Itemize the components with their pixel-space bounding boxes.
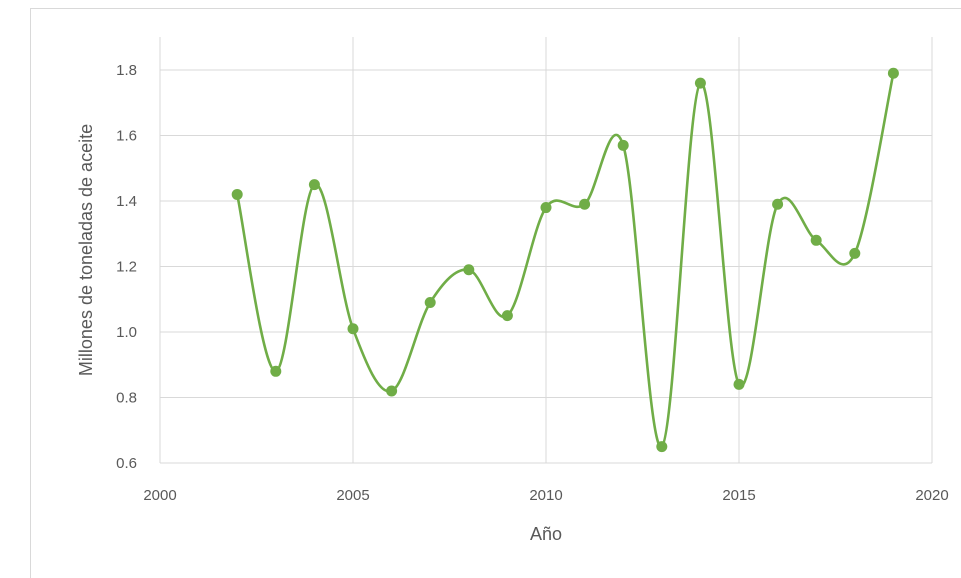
x-tick-label-2020: 2020 xyxy=(915,487,948,504)
chart-frame xyxy=(30,8,961,578)
data-point-2018 xyxy=(849,247,861,259)
data-point-2005 xyxy=(347,323,359,335)
y-tick-label-1.4: 1.4 xyxy=(116,193,137,210)
data-point-2012 xyxy=(617,139,629,151)
y-tick-label-1.2: 1.2 xyxy=(116,259,137,276)
data-point-2006 xyxy=(386,385,398,397)
vertical-gridlines xyxy=(159,37,933,463)
data-point-2016 xyxy=(772,198,784,210)
x-tick-labels: 2000 2005 2010 2015 2020 xyxy=(143,487,948,504)
y-tick-label-1.0: 1.0 xyxy=(116,324,137,341)
data-point-2004 xyxy=(308,179,320,191)
data-point-2019 xyxy=(887,67,899,79)
data-point-2017 xyxy=(810,234,822,246)
x-tick-label-2015: 2015 xyxy=(722,487,755,504)
data-point-2014 xyxy=(694,77,706,89)
y-tick-label-1.8: 1.8 xyxy=(116,62,137,79)
data-point-2008 xyxy=(463,264,475,276)
x-tick-label-2000: 2000 xyxy=(143,487,176,504)
data-point-2011 xyxy=(579,198,591,210)
data-point-2002 xyxy=(231,188,243,200)
series-line-0 xyxy=(235,73,895,448)
data-point-2010 xyxy=(540,202,552,214)
x-tick-label-2005: 2005 xyxy=(336,487,369,504)
data-point-2007 xyxy=(424,297,436,309)
y-tick-label-0.6: 0.6 xyxy=(116,455,137,472)
y-tick-labels: 0.6 0.8 1.0 1.2 1.4 1.6 1.8 xyxy=(116,62,137,472)
horizontal-gridlines xyxy=(160,69,932,464)
x-tick-label-2010: 2010 xyxy=(529,487,562,504)
y-tick-label-0.8: 0.8 xyxy=(116,390,137,407)
x-axis-title: Año xyxy=(530,524,562,544)
data-point-2009 xyxy=(501,310,513,322)
y-axis-title: Millones de toneladas de aceite xyxy=(76,124,96,376)
data-point-2003 xyxy=(270,365,282,377)
data-point-2013 xyxy=(656,441,668,453)
data-point-2015 xyxy=(733,378,745,390)
y-tick-label-1.6: 1.6 xyxy=(116,128,137,145)
series-group xyxy=(231,67,899,453)
